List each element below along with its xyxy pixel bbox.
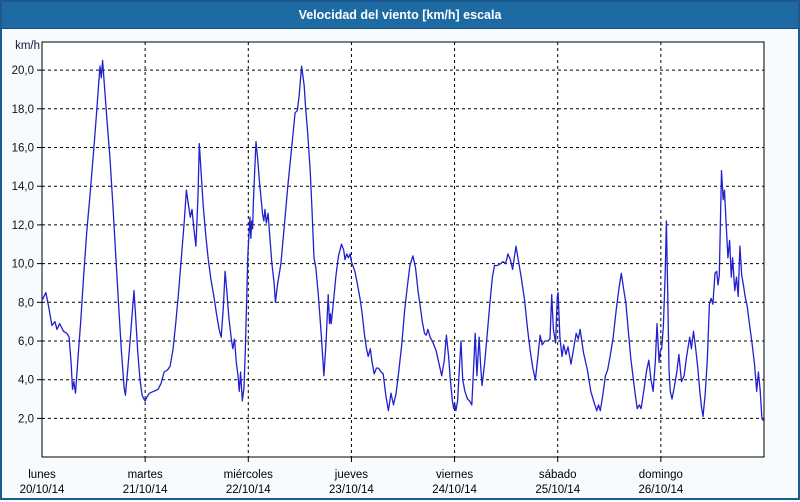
x-date-label: 26/10/14 [638,484,683,496]
y-tick-label: 20,0 [12,65,34,77]
chart-title-bar: Velocidad del viento [km/h] escala [2,2,798,29]
plot-area [42,42,764,457]
y-tick-label: 14,0 [12,181,34,193]
x-date-label: 20/10/14 [20,484,65,496]
x-day-label: miércoles [224,469,273,481]
x-date-label: 23/10/14 [329,484,374,496]
chart-title: Velocidad del viento [km/h] escala [298,8,502,22]
y-tick-label: 10,0 [12,259,34,271]
y-tick-label: 2,0 [18,413,34,425]
x-date-label: 21/10/14 [123,484,168,496]
y-tick-label: 18,0 [12,104,34,116]
y-tick-label: 16,0 [12,143,34,155]
x-date-label: 24/10/14 [432,484,477,496]
x-date-label: 25/10/14 [535,484,580,496]
x-day-label: sábado [539,469,577,481]
y-tick-label: 6,0 [18,336,34,348]
x-day-label: jueves [334,469,368,481]
y-tick-label: 4,0 [18,375,34,387]
y-tick-label: 8,0 [18,297,34,309]
x-date-label: 22/10/14 [226,484,271,496]
y-tick-label: 12,0 [12,220,34,232]
wind-speed-line [41,59,764,421]
x-day-label: martes [128,469,163,481]
x-day-label: lunes [28,469,56,481]
y-axis-unit-label: km/h [15,40,40,52]
x-day-label: viernes [436,469,473,481]
x-day-label: domingo [639,469,683,481]
plot-border [41,41,765,458]
